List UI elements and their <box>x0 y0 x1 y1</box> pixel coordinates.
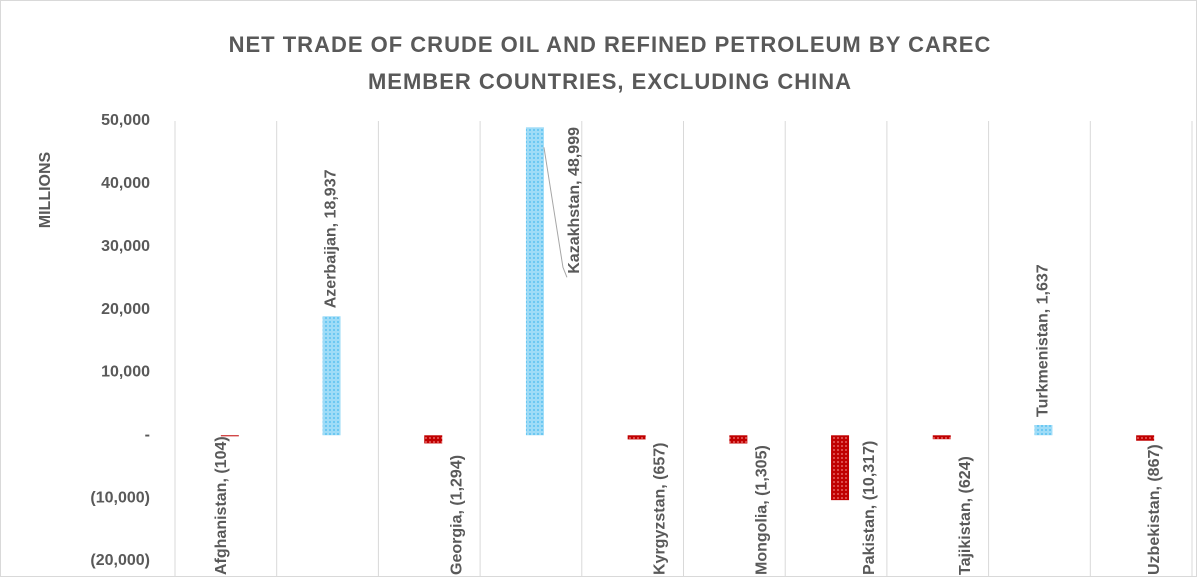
data-label-category: Kyrgyzstan <box>652 489 669 575</box>
data-label: Mongolia, (1,305) <box>754 445 771 575</box>
chart-title: NET TRADE OF CRUDE OIL AND REFINED PETRO… <box>229 32 992 57</box>
y-tick-label: 10,000 <box>101 364 150 381</box>
bar <box>1034 424 1053 436</box>
data-label-separator: , <box>213 474 230 483</box>
data-label-category: Azerbaijan <box>323 227 340 308</box>
data-label-separator: , <box>957 493 974 502</box>
data-label-separator: , <box>861 500 878 509</box>
data-label-category: Mongolia <box>754 505 771 575</box>
bar <box>932 435 951 440</box>
y-tick-label: - <box>145 427 150 444</box>
bar <box>1136 435 1155 441</box>
data-label: Afghanistan, (104) <box>213 436 230 575</box>
data-label-value: (1,294) <box>448 455 465 506</box>
data-label-category: Georgia <box>448 514 465 575</box>
bar <box>322 316 341 436</box>
leader-line <box>543 147 568 278</box>
data-label-separator: , <box>652 480 669 489</box>
data-label: Kazakhstan, 48,999 <box>566 127 583 274</box>
data-label-value: (624) <box>957 456 974 493</box>
data-label-value: (1,305) <box>754 445 771 496</box>
data-label-value: 48,999 <box>566 127 583 176</box>
data-label-value: (657) <box>652 443 669 480</box>
data-label: Tajikistan, (624) <box>957 456 974 575</box>
y-tick-label: 30,000 <box>101 238 150 255</box>
y-axis-label: MILLIONS <box>37 151 54 228</box>
data-label-value: (10,317) <box>861 441 878 501</box>
data-label-category: Afghanistan <box>213 483 230 575</box>
y-tick-label: 40,000 <box>101 175 150 192</box>
data-label-value: 1,637 <box>1035 264 1052 304</box>
data-label-separator: , <box>448 506 465 515</box>
data-label-category: Pakistan <box>861 509 878 575</box>
bar <box>525 127 544 436</box>
data-label-separator: , <box>754 496 771 505</box>
data-label: Azerbaijan, 18,937 <box>323 169 340 308</box>
data-label-category: Kazakhstan <box>566 185 583 274</box>
data-label: Turkmenistan, 1,637 <box>1035 264 1052 417</box>
data-label-category: Tajikistan <box>957 502 974 575</box>
data-label: Georgia, (1,294) <box>448 455 465 575</box>
data-label-separator: , <box>1035 304 1052 313</box>
y-tick-label: (10,000) <box>90 489 150 506</box>
data-label-category: Turkmenistan <box>1035 313 1052 417</box>
data-label: Uzbekistan, (867) <box>1146 444 1163 575</box>
y-tick-label: (20,000) <box>90 552 150 569</box>
data-label-value: (104) <box>213 436 230 473</box>
bar <box>831 435 850 501</box>
bar <box>220 435 239 437</box>
data-label-separator: , <box>566 176 583 185</box>
data-label-category: Uzbekistan <box>1146 491 1163 575</box>
data-label-separator: , <box>1146 482 1163 491</box>
y-tick-label: 50,000 <box>101 112 150 129</box>
data-label: Pakistan, (10,317) <box>861 441 878 575</box>
chart-title: MEMBER COUNTRIES, EXCLUDING CHINA <box>368 69 852 94</box>
data-label-value: (867) <box>1146 444 1163 481</box>
data-label-separator: , <box>323 218 340 227</box>
data-label: Kyrgyzstan, (657) <box>652 443 669 576</box>
bar <box>627 435 646 440</box>
bar <box>424 435 443 444</box>
bar <box>729 435 748 444</box>
data-label-value: 18,937 <box>323 169 340 218</box>
y-tick-label: 20,000 <box>101 301 150 318</box>
